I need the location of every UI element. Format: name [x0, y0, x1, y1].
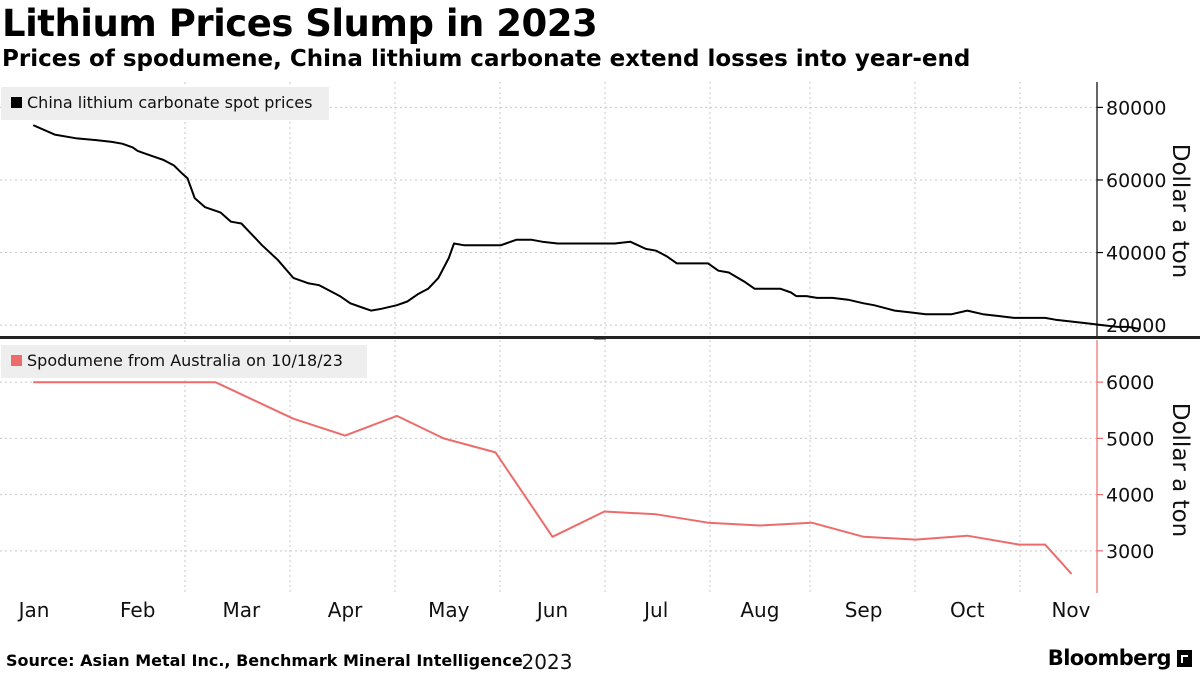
series: [33, 124, 1140, 575]
y-tick-label: 6000: [1106, 372, 1154, 394]
series-line-spodumene: [33, 381, 1047, 546]
x-tick-label: Feb: [120, 598, 155, 622]
x-tick-label: Sep: [845, 598, 883, 622]
legend-top-swatch: [11, 97, 22, 108]
legend-bottom-label: Spodumene from Australia on 10/18/23: [27, 351, 343, 370]
x-tick-label: Oct: [950, 598, 985, 622]
y-axes: 80000 60000 40000 20000 6000 5000 4000 3000: [1096, 82, 1166, 593]
brand: Bloomberg: [1048, 646, 1192, 670]
y-axis-label-bottom: Dollar a ton: [1167, 403, 1193, 538]
x-tick-label: Jul: [642, 598, 668, 622]
source-note: Source: Asian Metal Inc., Benchmark Mine…: [6, 651, 523, 670]
bloomberg-logo: Bloomberg: [1047, 646, 1172, 670]
x-tick-label: Nov: [1051, 598, 1090, 622]
y-tick-label: 80000: [1106, 97, 1166, 119]
legend-top-label: China lithium carbonate spot prices: [27, 93, 312, 112]
y-tick-label: 60000: [1106, 170, 1166, 192]
x-tick-label: Jan: [17, 598, 50, 622]
chart-subtitle: Prices of spodumene, China lithium carbo…: [2, 46, 971, 72]
x-tick-label: Jun: [535, 598, 568, 622]
y-tick-label: 40000: [1106, 243, 1166, 265]
chart-title: Lithium Prices Slump in 2023: [2, 2, 598, 45]
legend-top: China lithium carbonate spot prices: [1, 87, 329, 120]
x-tick-label: Aug: [740, 598, 779, 622]
x-axis-year: 2023: [522, 650, 573, 674]
panel-divider[interactable]: [0, 336, 1200, 340]
legend-bottom: Spodumene from Australia on 10/18/23: [1, 345, 367, 378]
x-tick-label: Mar: [223, 598, 262, 622]
y-tick-label: 4000: [1106, 485, 1154, 507]
terminal-icon: [1177, 649, 1192, 667]
y-tick-label: 3000: [1106, 541, 1154, 563]
series-line-lithium-carbonate: [33, 124, 1140, 330]
legend-bottom-swatch: [11, 355, 22, 366]
x-axis: Jan Feb Mar Apr May Jun Jul Aug Sep Oct Nov: [17, 598, 1091, 622]
y-axis-label-top: Dollar a ton: [1167, 144, 1193, 279]
grid: [0, 82, 1097, 593]
y-tick-label: 5000: [1106, 428, 1154, 450]
x-tick-label: May: [428, 598, 470, 622]
y-tick-label: 20000: [1106, 315, 1166, 337]
x-tick-label: Apr: [328, 598, 363, 622]
series-line-spodumene: [1044, 543, 1072, 575]
